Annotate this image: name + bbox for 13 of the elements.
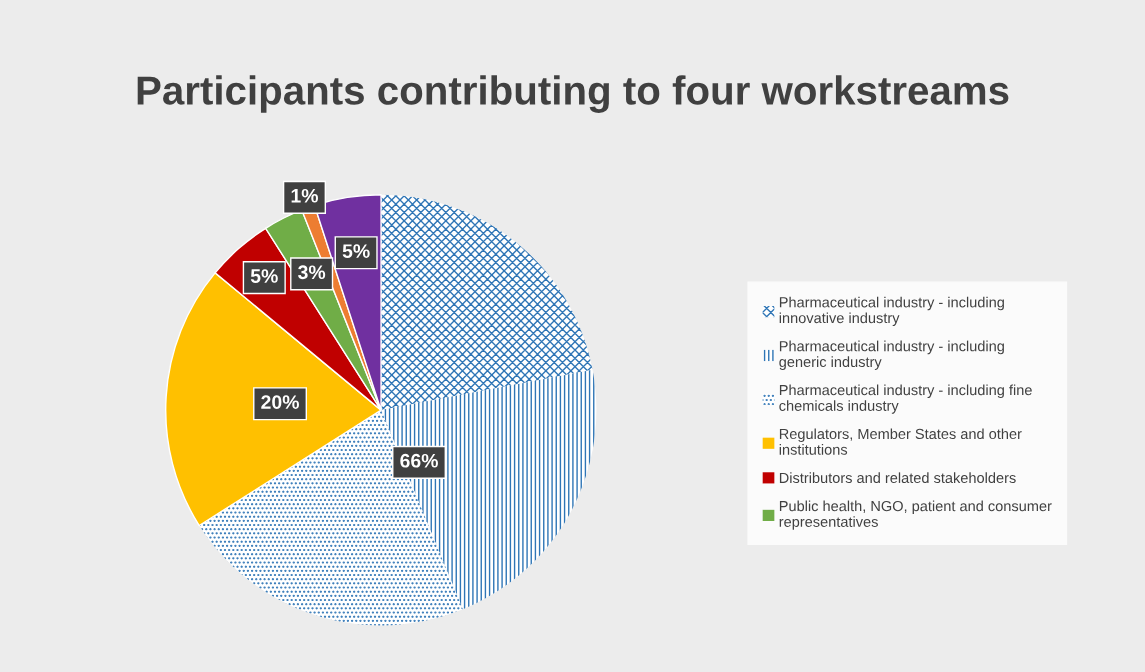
legend-label: Pharmaceutical industry - including fine chemicals industry xyxy=(779,384,1032,414)
legend-label: Pharmaceutical industry - including innovative industry xyxy=(779,296,1004,327)
data-label: 1% xyxy=(291,188,318,203)
legend-label: Pharmaceutical industry - including generic industry xyxy=(779,340,1004,370)
text: 66% xyxy=(400,453,438,468)
data-label: 20% xyxy=(261,395,299,409)
legend-label: Regulators, Member States and other institutions xyxy=(779,428,1022,455)
data-label: 5% xyxy=(342,244,370,258)
data-label: 5% xyxy=(250,269,278,283)
legend-label: Public health, NGO, patient and consumer representatives xyxy=(779,500,1052,530)
chart-title: Participants contributing to four workstreams xyxy=(137,75,1009,113)
data-label: 3% xyxy=(298,265,326,280)
legend-label: Distributors and related stakeholders xyxy=(779,472,1016,484)
